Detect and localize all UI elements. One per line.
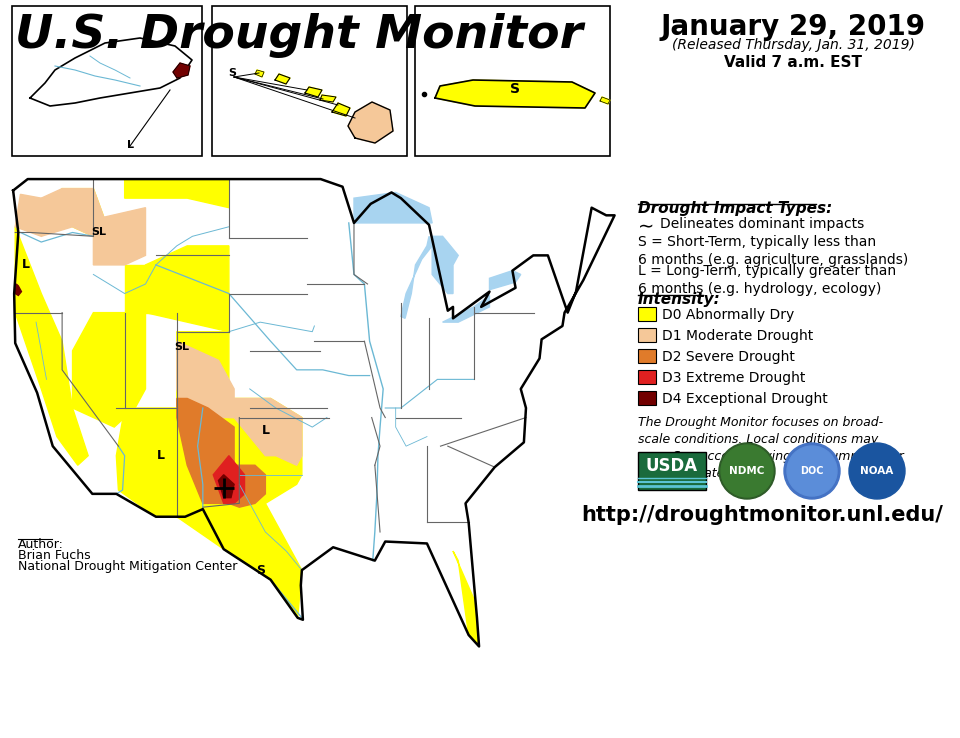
Circle shape bbox=[721, 445, 773, 497]
Text: L: L bbox=[261, 424, 270, 438]
Polygon shape bbox=[30, 38, 192, 106]
Text: Delineates dominant impacts: Delineates dominant impacts bbox=[660, 217, 864, 231]
Bar bbox=[638, 307, 656, 321]
Polygon shape bbox=[57, 189, 104, 236]
Polygon shape bbox=[435, 80, 595, 108]
Polygon shape bbox=[41, 189, 104, 236]
Polygon shape bbox=[15, 284, 21, 295]
Polygon shape bbox=[177, 331, 301, 618]
Text: S: S bbox=[510, 82, 520, 96]
Polygon shape bbox=[15, 194, 57, 236]
Text: NOAA: NOAA bbox=[860, 466, 894, 476]
Bar bbox=[638, 391, 656, 405]
Polygon shape bbox=[490, 271, 520, 290]
Polygon shape bbox=[332, 103, 350, 116]
Text: NDMC: NDMC bbox=[730, 466, 765, 476]
Text: National Drought Mitigation Center: National Drought Mitigation Center bbox=[18, 560, 237, 573]
Text: D1 Moderate Drought: D1 Moderate Drought bbox=[662, 329, 813, 343]
Polygon shape bbox=[15, 227, 88, 465]
Bar bbox=[638, 452, 706, 490]
Text: DOC: DOC bbox=[801, 466, 824, 476]
Polygon shape bbox=[228, 399, 301, 465]
Polygon shape bbox=[354, 193, 432, 223]
Circle shape bbox=[787, 446, 837, 496]
Text: Intensity:: Intensity: bbox=[638, 292, 721, 307]
Text: L = Long-Term, typically greater than
6 months (e.g. hydrology, ecology): L = Long-Term, typically greater than 6 … bbox=[638, 264, 896, 297]
Text: January 29, 2019: January 29, 2019 bbox=[660, 13, 925, 41]
Polygon shape bbox=[219, 475, 234, 497]
Circle shape bbox=[849, 443, 905, 499]
Circle shape bbox=[719, 443, 775, 499]
Text: Valid 7 a.m. EST: Valid 7 a.m. EST bbox=[724, 55, 862, 70]
Text: Brian Fuchs: Brian Fuchs bbox=[18, 549, 90, 562]
Text: D3 Extreme Drought: D3 Extreme Drought bbox=[662, 371, 805, 385]
Polygon shape bbox=[305, 87, 322, 97]
Polygon shape bbox=[453, 551, 479, 646]
Polygon shape bbox=[125, 265, 156, 313]
Text: D0 Abnormally Dry: D0 Abnormally Dry bbox=[662, 308, 794, 322]
Polygon shape bbox=[320, 95, 336, 102]
Text: D2 Severe Drought: D2 Severe Drought bbox=[662, 350, 795, 364]
Polygon shape bbox=[173, 63, 190, 78]
Bar bbox=[638, 370, 656, 384]
Text: S: S bbox=[255, 564, 265, 576]
Polygon shape bbox=[255, 70, 264, 77]
Polygon shape bbox=[13, 179, 614, 646]
Polygon shape bbox=[224, 465, 265, 507]
Polygon shape bbox=[275, 74, 290, 84]
Text: http://droughtmonitor.unl.edu/: http://droughtmonitor.unl.edu/ bbox=[581, 505, 943, 525]
Text: S: S bbox=[228, 68, 236, 78]
Text: Author:: Author: bbox=[18, 538, 64, 551]
Text: USDA: USDA bbox=[646, 457, 698, 475]
Polygon shape bbox=[348, 102, 393, 143]
Text: The Drought Monitor focuses on broad-
scale conditions. Local conditions may
var: The Drought Monitor focuses on broad- sc… bbox=[638, 416, 903, 480]
Polygon shape bbox=[93, 207, 146, 265]
Text: S = Short-Term, typically less than
6 months (e.g. agriculture, grasslands): S = Short-Term, typically less than 6 mo… bbox=[638, 235, 908, 267]
Text: (Released Thursday, Jan. 31, 2019): (Released Thursday, Jan. 31, 2019) bbox=[672, 38, 915, 52]
Polygon shape bbox=[125, 179, 228, 207]
Text: L: L bbox=[22, 258, 30, 272]
Text: SL: SL bbox=[91, 227, 107, 238]
Polygon shape bbox=[401, 236, 432, 318]
Bar bbox=[638, 328, 656, 342]
Bar bbox=[12, 6, 202, 156]
Bar bbox=[415, 6, 610, 156]
Polygon shape bbox=[213, 455, 245, 503]
Text: ∼: ∼ bbox=[638, 217, 655, 236]
Text: L: L bbox=[127, 140, 133, 150]
Polygon shape bbox=[116, 408, 177, 517]
Polygon shape bbox=[443, 295, 490, 323]
Polygon shape bbox=[73, 313, 146, 427]
Polygon shape bbox=[177, 341, 234, 427]
Text: L: L bbox=[157, 449, 165, 462]
Text: D4 Exceptional Drought: D4 Exceptional Drought bbox=[662, 392, 828, 406]
Polygon shape bbox=[146, 246, 228, 331]
Polygon shape bbox=[177, 399, 234, 503]
Bar bbox=[212, 6, 407, 156]
Circle shape bbox=[784, 443, 840, 499]
Text: U.S. Drought Monitor: U.S. Drought Monitor bbox=[15, 13, 583, 58]
Text: Drought Impact Types:: Drought Impact Types: bbox=[638, 201, 832, 216]
Text: SL: SL bbox=[175, 342, 189, 352]
Polygon shape bbox=[600, 97, 610, 104]
Polygon shape bbox=[432, 236, 458, 294]
Bar bbox=[638, 349, 656, 363]
